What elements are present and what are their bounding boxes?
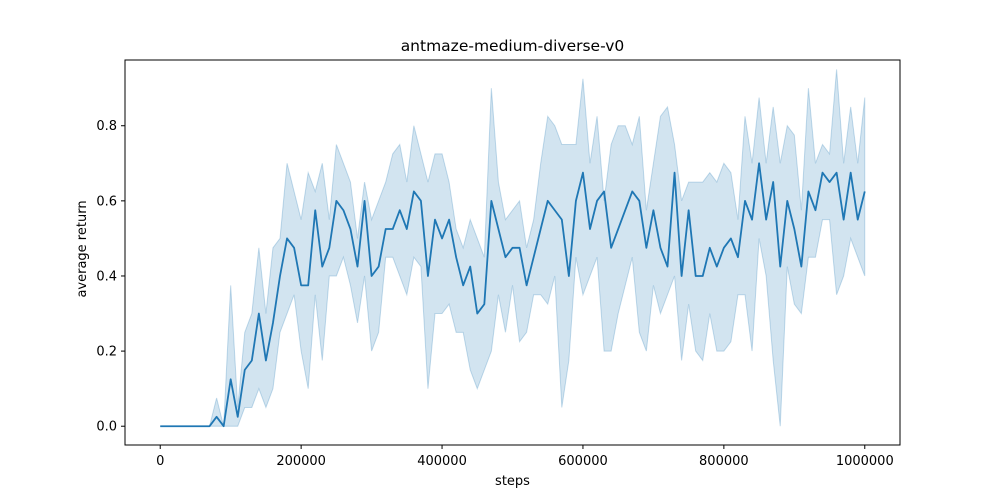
chart-title: antmaze-medium-diverse-v0	[401, 37, 625, 55]
plot-area	[160, 69, 866, 428]
axes: 0 200000 400000 600000 800000 1000000 0.0 0.2 0.…	[96, 59, 901, 469]
x-tick-label: 600000	[558, 454, 608, 469]
x-tick-label: 800000	[699, 454, 749, 469]
y-tick-label: 0.0	[96, 420, 117, 435]
mean-return-line	[160, 162, 866, 428]
axes-frame	[124, 59, 901, 446]
x-axis-label: steps	[495, 474, 530, 489]
x-tick-label: 200000	[276, 454, 326, 469]
y-tick-label: 0.4	[96, 269, 117, 284]
x-tick-label: 400000	[417, 454, 467, 469]
x-tick-label: 0	[156, 454, 164, 469]
y-axis-label: average return	[75, 200, 90, 297]
y-tick-label: 0.2	[96, 345, 117, 360]
y-tick-label: 0.6	[96, 194, 117, 209]
x-tick-label: 1000000	[836, 454, 894, 469]
y-tick-label: 0.8	[96, 119, 117, 134]
